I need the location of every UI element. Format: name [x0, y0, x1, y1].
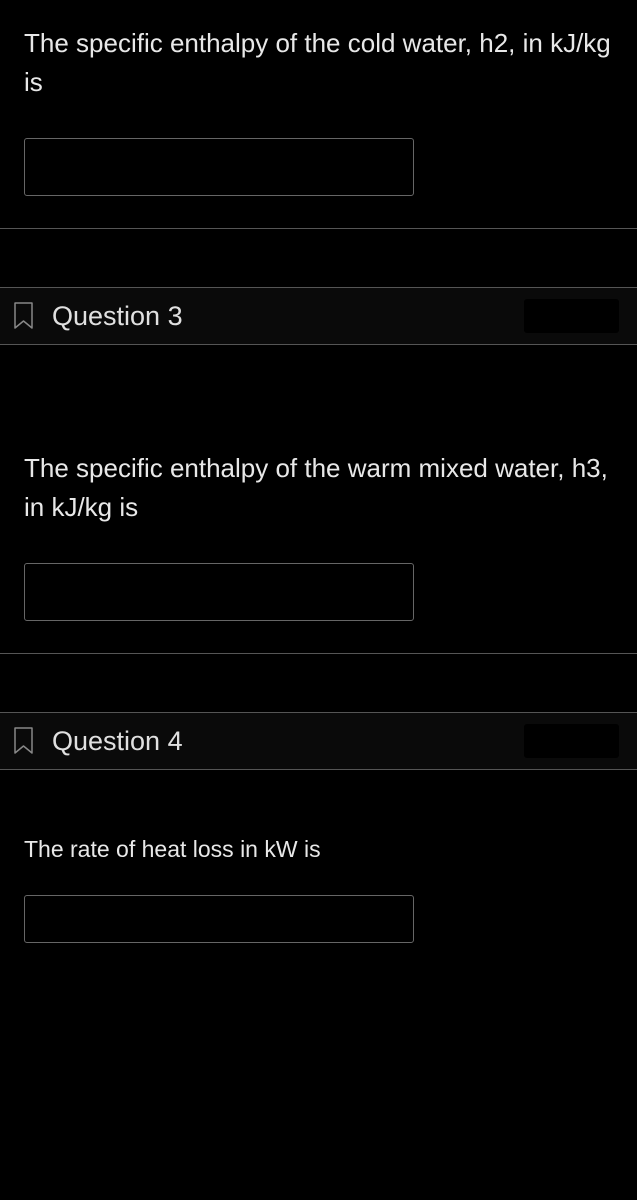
question-2-body: The specific enthalpy of the cold water,…	[0, 0, 637, 228]
section-gap	[0, 654, 637, 712]
question-4-title: Question 4	[52, 726, 183, 757]
section-gap	[0, 345, 637, 425]
question-3-header: Question 3	[0, 287, 637, 345]
question-header-left: Question 3	[10, 298, 183, 334]
question-3-prompt: The specific enthalpy of the warm mixed …	[24, 449, 613, 527]
question-3-title: Question 3	[52, 301, 183, 332]
question-4-header: Question 4	[0, 712, 637, 770]
question-4-prompt: The rate of heat loss in kW is	[24, 832, 613, 867]
section-gap	[0, 770, 637, 808]
redacted-badge	[524, 299, 619, 333]
bookmark-icon[interactable]	[10, 298, 40, 334]
question-header-left: Question 4	[10, 723, 183, 759]
question-2-answer-input[interactable]	[24, 138, 414, 196]
redacted-badge	[524, 724, 619, 758]
question-4-answer-input[interactable]	[24, 895, 414, 943]
section-gap	[0, 229, 637, 287]
question-3-answer-input[interactable]	[24, 563, 414, 621]
bookmark-icon[interactable]	[10, 723, 40, 759]
question-2-prompt: The specific enthalpy of the cold water,…	[24, 24, 613, 102]
question-4-body: The rate of heat loss in kW is	[0, 808, 637, 975]
question-3-body: The specific enthalpy of the warm mixed …	[0, 425, 637, 653]
